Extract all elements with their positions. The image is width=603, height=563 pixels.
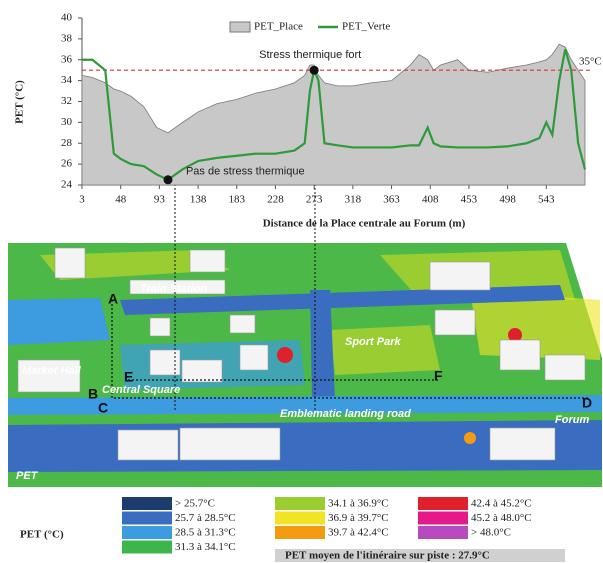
legend-note: PET moyen de l'itinéraire sur piste : 27…	[285, 550, 490, 562]
y-tick-label: 24	[61, 179, 73, 191]
y-tick-label: 30	[61, 116, 73, 128]
x-tick-label: 318	[345, 194, 362, 206]
building	[434, 309, 476, 336]
legend-label: 45.2 à 48.0°C	[471, 512, 532, 524]
map-road	[310, 290, 335, 400]
building	[117, 429, 179, 461]
x-tick-label: 408	[422, 194, 439, 206]
annotation: Stress thermique fort	[259, 49, 361, 61]
map-label: Train Station	[140, 283, 207, 295]
x-tick-label: 48	[115, 194, 127, 206]
legend-label: 28.5 à 31.3°C	[175, 527, 236, 539]
area	[81, 43, 586, 186]
annotation-dot	[309, 65, 319, 75]
legend-swatch	[122, 497, 172, 510]
annotation-dot	[163, 175, 173, 185]
x-tick-label: 3	[79, 194, 85, 206]
legend-swatch	[275, 526, 325, 539]
map-letter: B	[88, 386, 98, 402]
building	[54, 247, 86, 279]
map-letter: F	[434, 368, 443, 384]
legend-swatch	[122, 540, 172, 554]
map-road	[120, 285, 565, 315]
x-tick-label: 138	[190, 194, 207, 206]
map-label: PET	[16, 470, 39, 482]
map-letter: D	[582, 395, 592, 411]
building	[181, 359, 223, 383]
building	[229, 314, 256, 334]
map-label: Emblematic landing road	[280, 408, 411, 420]
y-tick-label: 28	[61, 137, 73, 149]
y-tick-label: 38	[61, 32, 73, 44]
map-label: Sport Park	[345, 336, 402, 348]
legend-label: 42.4 à 45.2°C	[471, 498, 532, 510]
map-letter: A	[108, 291, 118, 307]
map-label: Central Square	[102, 384, 180, 396]
threshold-label: 35°C	[579, 56, 602, 68]
legend-title: PET (°C)	[20, 529, 64, 541]
x-axis-label: Distance de la Place centrale au Forum (…	[263, 218, 466, 230]
x-tick-label: 543	[538, 194, 555, 206]
legend-swatch	[275, 511, 325, 525]
legend-swatch	[275, 497, 325, 510]
legend-swatch	[122, 526, 172, 539]
legend-label: PET_Place	[254, 21, 303, 33]
building	[17, 359, 81, 393]
building	[129, 279, 226, 295]
legend-label: > 25.7°C	[175, 498, 215, 510]
map-hotspot	[464, 432, 476, 444]
legend-label: 36.9 à 39.7°C	[328, 512, 389, 524]
legend-swatch	[229, 21, 251, 33]
building	[149, 317, 171, 337]
map-hotspot	[277, 347, 293, 363]
y-tick-label: 26	[61, 158, 73, 170]
legend-label: 34.1 à 36.9°C	[328, 498, 389, 510]
map-label: Market Hall	[22, 365, 82, 377]
building	[239, 344, 269, 371]
building	[429, 261, 491, 291]
x-tick-label: 498	[499, 194, 516, 206]
line	[82, 49, 587, 182]
building	[489, 427, 556, 461]
legend-swatch	[122, 511, 172, 525]
y-tick-label: 34	[61, 74, 73, 86]
map-patch	[8, 298, 110, 345]
map: Train Station Sport Park Market Hall Cen…	[8, 72, 602, 487]
legend-label: 25.7 à 28.5°C	[175, 512, 236, 524]
map-label: Forum	[555, 414, 589, 426]
building	[179, 427, 281, 461]
map-patch	[40, 250, 230, 280]
building	[149, 349, 181, 376]
building	[499, 339, 541, 371]
legend-swatch	[418, 526, 468, 539]
x-tick-label: 228	[267, 194, 284, 206]
route-line	[111, 300, 590, 399]
building	[544, 354, 586, 381]
x-tick-label: 273	[306, 194, 323, 206]
x-tick-label: 453	[461, 194, 478, 206]
map-hotspot	[508, 328, 522, 342]
map-patch	[330, 325, 440, 375]
legend-label: 31.3 à 34.1°C	[175, 541, 236, 553]
y-tick-label: 32	[61, 95, 72, 107]
legend-label: > 48.0°C	[471, 527, 511, 539]
building	[189, 249, 226, 273]
y-axis-label: PET (°C)	[14, 80, 26, 124]
y-tick-label: 40	[61, 12, 73, 24]
map-road	[8, 395, 602, 415]
x-tick-label: 93	[154, 194, 166, 206]
y-tick-label: 36	[61, 53, 73, 65]
map-letter: E	[124, 369, 133, 385]
map-letter: C	[98, 400, 108, 416]
x-tick-label: 183	[229, 194, 246, 206]
x-tick-label: 363	[383, 194, 400, 206]
legend-label: PET_Verte	[342, 21, 390, 33]
legend-label: 39.7 à 42.4°C	[328, 527, 389, 539]
legend-swatch	[418, 511, 468, 525]
note-box	[275, 549, 565, 562]
annotation: Pas de stress thermique	[186, 166, 305, 178]
legend-swatch	[418, 497, 468, 510]
